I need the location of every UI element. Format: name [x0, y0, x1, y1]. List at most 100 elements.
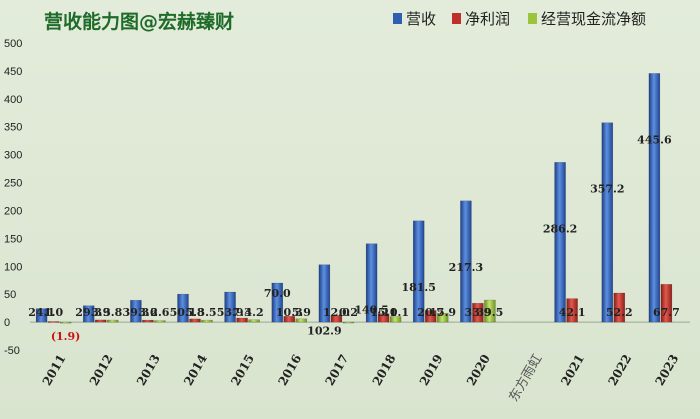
x-tick-label: 2021	[558, 352, 587, 388]
y-tick-label: 500	[4, 38, 22, 50]
data-label: 286.2	[543, 222, 577, 235]
y-tick-label: 50	[4, 289, 16, 301]
data-label: 2.6	[150, 306, 169, 319]
bar	[554, 162, 566, 323]
x-tick-label: 2020	[464, 352, 493, 388]
bar	[648, 73, 661, 323]
data-label: 3.5	[197, 306, 216, 319]
data-label: 445.6	[637, 133, 672, 146]
bar	[106, 319, 119, 323]
data-label: (1.9)	[51, 330, 81, 343]
legend-label: 净利润	[465, 10, 510, 28]
bar	[460, 200, 472, 323]
data-label: 70.0	[264, 287, 291, 300]
bar	[47, 321, 60, 323]
y-tick-label: 150	[4, 233, 22, 245]
bar	[224, 291, 236, 323]
data-label: 24.1	[28, 306, 55, 319]
data-label: 181.5	[401, 281, 435, 294]
data-label: 50.1	[170, 306, 197, 319]
data-label: 39.5	[477, 306, 504, 319]
data-label: 140.5	[354, 304, 388, 317]
x-tick-label: 2019	[417, 352, 446, 388]
y-tick-label: 100	[4, 261, 22, 273]
x-tick-label: 2018	[370, 352, 399, 388]
data-label: 10.1	[382, 306, 409, 319]
bar	[318, 264, 331, 323]
bar	[566, 298, 578, 323]
x-tick-label: 2022	[605, 352, 634, 388]
bar	[484, 299, 496, 323]
bar	[295, 318, 308, 323]
series-0	[35, 73, 661, 323]
y-tick-label: 450	[4, 66, 22, 78]
bar	[82, 305, 95, 323]
data-label: 1.0	[44, 306, 63, 319]
bar	[236, 317, 248, 323]
y-tick-label: -50	[4, 345, 20, 357]
watermark-label: 东方雨虹	[506, 351, 546, 404]
data-label: 20.7	[417, 306, 444, 319]
data-label: 5.9	[292, 306, 311, 319]
y-tick-label: 200	[4, 205, 22, 217]
bar	[342, 321, 355, 324]
data-label: 357.2	[590, 183, 624, 196]
bar	[436, 312, 449, 323]
bar	[330, 315, 343, 323]
data-label: 39.3	[123, 306, 150, 319]
data-label: 42.1	[559, 306, 586, 319]
bar	[130, 299, 142, 323]
x-tick-label: 2014	[181, 352, 210, 388]
x-tick-label: 2012	[87, 352, 116, 388]
data-label: 33.9	[465, 306, 492, 319]
x-tick-label: 2023	[653, 352, 682, 388]
bar	[601, 122, 614, 323]
data-label: 3.6	[138, 306, 157, 319]
series-1	[47, 284, 673, 323]
legend-swatch	[452, 13, 461, 24]
y-tick-label: 0	[4, 317, 10, 329]
legend-label: 经营现金流净额	[541, 10, 646, 28]
bar	[94, 319, 107, 323]
data-label: 102.9	[307, 325, 341, 338]
bar	[59, 321, 72, 324]
x-axis: 2011 2012 2013 2014 2015 2016 2017 2018 2019 2020…	[40, 351, 682, 404]
bar	[189, 318, 201, 323]
legend-swatch	[393, 13, 402, 24]
data-label: 7.3	[233, 306, 252, 319]
legend-label: 营收	[406, 10, 436, 28]
y-tick-label: 400	[4, 94, 22, 106]
x-tick-label: 2015	[228, 352, 257, 388]
bar	[365, 243, 378, 323]
data-label: 217.3	[449, 261, 483, 274]
data-label: 4.2	[245, 306, 264, 319]
plot-area: 24.1 29.3 39.3 50.1 53.9 70.0 102.9 140.5 181.5 2…	[28, 73, 690, 343]
data-label: 15.9	[429, 306, 456, 319]
data-label: 5.8	[185, 306, 204, 319]
bar	[154, 320, 166, 323]
data-label: 12.0	[323, 306, 350, 319]
bar	[660, 284, 673, 323]
data-label: 3.8	[103, 306, 122, 319]
bar	[271, 282, 284, 323]
bar	[613, 292, 626, 323]
y-tick-label: 250	[4, 178, 22, 190]
data-label: 10.3	[276, 306, 303, 319]
bar	[472, 302, 484, 323]
bar	[248, 319, 260, 323]
data-label: 0.2	[339, 306, 358, 319]
bar	[35, 308, 48, 323]
bar	[412, 220, 425, 323]
bar	[377, 313, 390, 323]
x-tick-label: 2017	[323, 352, 352, 388]
x-tick-label: 2011	[40, 352, 69, 388]
series-2	[59, 299, 496, 324]
data-label: 15.1	[370, 306, 397, 319]
bar	[283, 316, 296, 323]
chart-title: 营收能力图@宏赫臻财	[44, 10, 234, 33]
data-label: 67.7	[653, 306, 680, 319]
legend-swatch	[528, 13, 537, 24]
data-label: 3.9	[91, 306, 110, 319]
